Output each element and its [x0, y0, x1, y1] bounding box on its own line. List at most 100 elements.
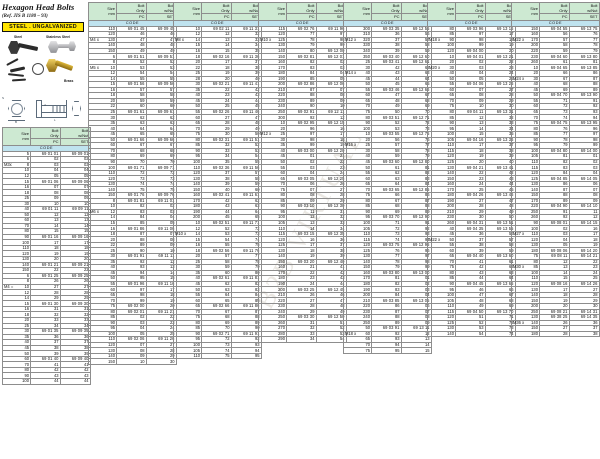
header-bolt-with-nut: Bolt w/Nut: [401, 1, 432, 15]
table-row: 45 24 44: [173, 97, 262, 105]
table-row: 10 69 02 11 69 11 31: [173, 25, 262, 33]
table-row: 80 69 04 11 69 13 31: [427, 108, 516, 116]
table-row: M30 x 85 13 23: [511, 264, 600, 271]
cell-code-set: 93: [231, 341, 262, 349]
table-row: 18 32 32: [2, 311, 91, 318]
table-row: 85 44 64: [427, 275, 516, 282]
hex-bolt-side-view-icon: [36, 100, 72, 118]
table-row: 20 33 33: [2, 317, 91, 324]
table-row: 120 51 71: [427, 314, 516, 321]
table-row: 35 63 63: [88, 119, 177, 127]
table-row: 140 19 39: [258, 253, 347, 260]
cell-code-set: 95: [231, 352, 262, 360]
table-row: 90 69 02 71 69 11 91: [173, 330, 262, 338]
table-row: M4 = 10 27 27: [2, 283, 91, 291]
table-row: 150 19 29: [511, 297, 600, 304]
table-row: 150 27 37: [511, 325, 600, 332]
table-row: 35 60 80: [173, 269, 262, 277]
page-title: Hexagon Head Bolts: [2, 3, 75, 12]
table-row: 20 57 77: [173, 253, 262, 260]
table-row: 45 94 14: [88, 269, 177, 277]
material-banner: STEEL . UNGALVANIZED: [2, 21, 84, 32]
header-size: Size mm: [511, 2, 540, 21]
table-row: 70 94 14: [343, 341, 432, 349]
bolt-code-table: Size mm Bolt Only Bolt w/Nut PC SET CODE 5 69 01 0…: [2, 126, 91, 385]
table-row: 25 58 78: [173, 258, 262, 266]
bolt-code-table: Size mm Bolt Only Bolt w/Nut PC SET CODE 80 69 03 …: [427, 1, 516, 338]
cell-code-set: 69 14 21: [569, 253, 600, 260]
table-row: 65 73 93: [511, 108, 600, 116]
table-row: 12 54 54: [88, 70, 177, 77]
table-row: 65 69 04 40 69 13 60: [427, 253, 516, 260]
standard-reference: (Ref. JIS B 1180 – 93): [2, 13, 48, 19]
cell-code-set: 27: [569, 286, 600, 293]
cell-code-set: 94: [569, 114, 600, 121]
cell-code-set: 30: [569, 302, 600, 310]
table-row: 80 12 22: [511, 258, 600, 266]
header-bolt-with-nut: Bolt w/Nut: [316, 1, 347, 15]
table-row: 35 22 42: [173, 86, 262, 94]
cell-code-set: 69 13 95: [569, 119, 600, 127]
table-row: M36 x 140 26 36: [511, 319, 600, 327]
header-size: Size mm: [343, 2, 372, 21]
table-row: 250 89 09: [343, 319, 432, 327]
table-row: 115 69 02 76 69 11 96: [258, 25, 347, 33]
cell-code-set: 91: [569, 97, 600, 105]
nut-side-view-icon: [72, 101, 81, 116]
cell-code-pc: 44: [30, 378, 61, 385]
cell-code-pc: 10: [116, 358, 147, 365]
cell-code-set: 69 13 85: [569, 64, 600, 71]
table-row: 70 99 19: [88, 297, 177, 304]
table-block-col-a: Size mm Bolt Only Bolt w/Nut PC SET CODE 5 69 01 0…: [2, 126, 91, 385]
table-row: 60 65 85: [173, 297, 262, 304]
header-size: Size mm: [427, 2, 456, 21]
cell-code-set: 24: [569, 269, 600, 277]
header-bolt-only: Bolt Only: [455, 1, 486, 15]
table-row: 60 27 47: [173, 114, 262, 121]
cell-code-set: 86: [569, 70, 600, 77]
stainless-nut-icon: [68, 41, 76, 52]
brass-bolt-shank-icon: [54, 59, 74, 71]
dim-line-l: [41, 117, 67, 118]
cell-code-set: 89: [569, 86, 600, 94]
table-row: 50 63 83: [173, 286, 262, 293]
stainless-hex-bolt-head-icon: [48, 40, 59, 53]
table-row: 22 60 60: [88, 103, 177, 110]
table-row: 130 08 28: [88, 347, 177, 354]
table-row: 20 17 37: [173, 58, 262, 66]
table-row: 75 95 15: [343, 347, 432, 354]
cell-code-set: 87: [569, 75, 600, 83]
cell-code-set: 44: [60, 378, 91, 385]
table-row: M20 x 30 03 23: [427, 64, 516, 71]
table-row: 55 64 84: [173, 291, 262, 299]
header-bolt-only: Bolt Only: [371, 1, 402, 15]
table-row: 35 36 36: [2, 333, 91, 341]
table-block-col-e: Size mm Bolt Only Bolt w/Nut PC SET CODE 300 69 03…: [343, 1, 432, 354]
table-row: 120 07 27: [88, 341, 177, 349]
technical-drawing: B d L S: [2, 96, 86, 124]
table-block-col-c: Size mm Bolt Only Bolt w/Nut PC SET CODE 10 69 02 …: [173, 1, 262, 360]
table-row: 60 69 01 40 69 09 40: [2, 355, 91, 363]
bolt-code-table: Size mm Bolt Only Bolt w/Nut PC SET CODE 115 69 02…: [258, 1, 347, 343]
table-row: 160 21 41: [258, 264, 347, 271]
table-row: 130 20 20: [2, 256, 91, 263]
bolt-code-table: Size mm Bolt Only Bolt w/Nut PC SET CODE 300 69 03…: [343, 1, 432, 354]
table-row: 75 68 88: [173, 314, 262, 321]
cell-code-pc: 75: [201, 352, 232, 360]
table-row: 10 69 04 65 69 13 85: [511, 64, 600, 71]
table-row: 60 07 27: [427, 86, 516, 94]
table-block-col-b: Size mm Bolt Only Bolt w/Nut PC SET CODE 110 69 01…: [88, 1, 177, 365]
cell-code-pc: 95: [371, 347, 402, 354]
photo-label-brass: Brass: [64, 78, 74, 83]
cell-code-pc: 28: [539, 330, 570, 338]
table-row: 55 69 03 46 69 12 66: [343, 86, 432, 94]
table-row: 25 19 39: [173, 70, 262, 77]
table-row: 50 05 25: [427, 75, 516, 83]
table-row: 100 14 24: [511, 269, 600, 277]
table-row: 70 67 87: [173, 308, 262, 316]
table-row: 80 69 89: [173, 319, 262, 327]
table-row: 120 69 08 16 69 14 26: [511, 280, 600, 288]
table-row: 8 52 52: [88, 58, 177, 66]
table-row: 85 12 32: [427, 114, 516, 121]
